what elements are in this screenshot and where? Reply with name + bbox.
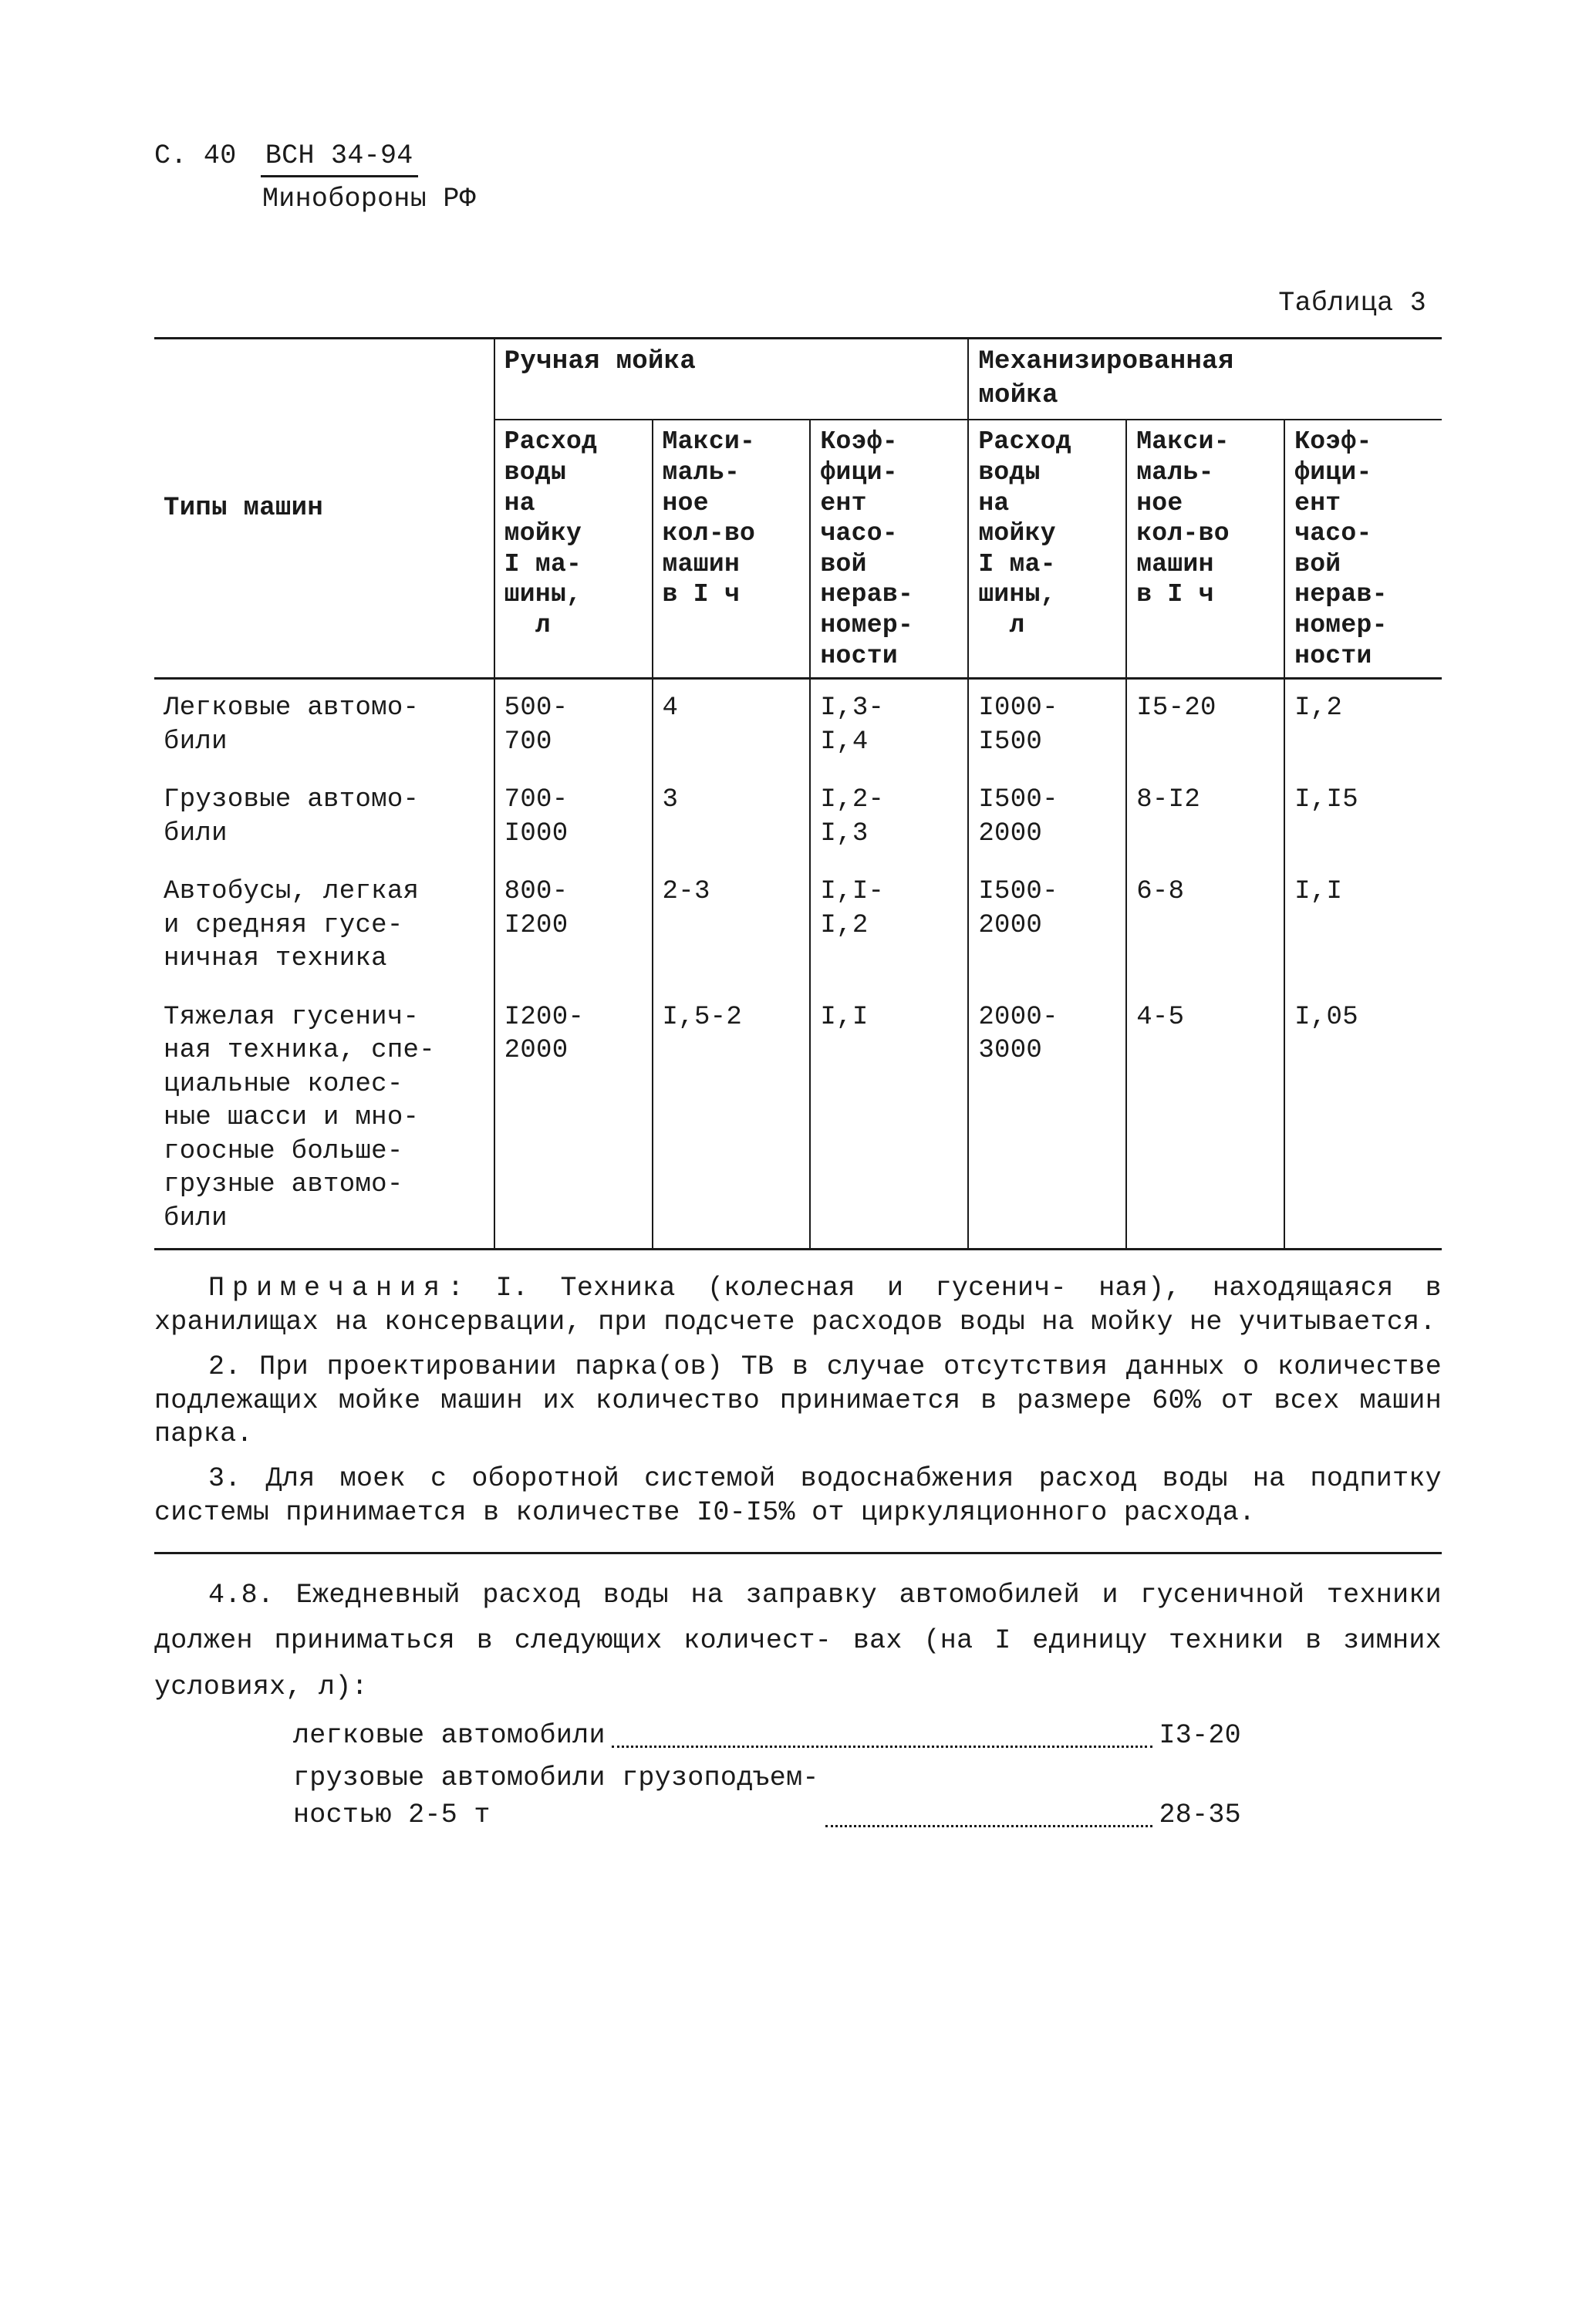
list-item-label: грузовые автомобили грузоподъем- ностью … (293, 1760, 819, 1833)
ministry-label: Минобороны РФ (262, 182, 1442, 217)
list-item-label: легковые автомобили (293, 1718, 606, 1754)
list-item-value: I3-20 (1159, 1718, 1442, 1754)
cell-m_coef: I,2- I,3 (810, 771, 968, 863)
cell-m_max: 3 (653, 771, 811, 863)
sub-water-manual: Расход воды на мойку I ма- шины, л (494, 420, 653, 678)
list-item-value: 28-35 (1159, 1797, 1442, 1833)
group-manual-header: Ручная мойка (494, 339, 969, 420)
document-number: ВСН 34-94 (261, 139, 418, 177)
leader-dots (825, 1825, 1153, 1827)
cell-type: Грузовые автомо- били (154, 771, 494, 863)
sub-max-mech: Макси- маль- ное кол-во машин в I ч (1126, 420, 1284, 678)
cell-a_coef: I,I5 (1284, 771, 1442, 863)
table-row: Легковые автомо- били500- 7004I,3- I,4I0… (154, 679, 1442, 772)
cell-type: Автобусы, легкая и средняя гусе- ничная … (154, 863, 494, 989)
group-mech-header: Механизированная мойка (968, 339, 1442, 420)
cell-a_coef: I,2 (1284, 679, 1442, 772)
page-header: С. 40 ВСН 34-94 Минобороны РФ (154, 139, 1442, 217)
col-types-header: Типы машин (154, 339, 494, 679)
cell-m_water: 500- 700 (494, 679, 653, 772)
cell-a_coef: I,05 (1284, 989, 1442, 1250)
table-notes: Примечания: I. Техника (колесная и гусен… (154, 1272, 1442, 1530)
table-body: Легковые автомо- били500- 7004I,3- I,4I0… (154, 679, 1442, 1250)
cell-a_coef: I,I (1284, 863, 1442, 989)
page-number: С. 40 (154, 140, 237, 171)
list-item: легковые автомобили I3-20 (293, 1718, 1442, 1754)
cell-type: Тяжелая гусенич- ная техника, спе- циаль… (154, 989, 494, 1250)
cell-m_water: 800- I200 (494, 863, 653, 989)
cell-m_max: 2-3 (653, 863, 811, 989)
note-2: 2. При проектировании парка(ов) ТВ в слу… (154, 1351, 1442, 1452)
cell-type: Легковые автомо- били (154, 679, 494, 772)
cell-a_water: I500- 2000 (968, 771, 1126, 863)
cell-m_coef: I,I (810, 989, 968, 1250)
cell-m_coef: I,3- I,4 (810, 679, 968, 772)
leader-dots (612, 1746, 1153, 1748)
cell-m_water: 700- I000 (494, 771, 653, 863)
cell-a_water: I500- 2000 (968, 863, 1126, 989)
water-consumption-table: Типы машин Ручная мойка Механизированная… (154, 337, 1442, 1250)
cell-a_max: I5-20 (1126, 679, 1284, 772)
cell-m_max: 4 (653, 679, 811, 772)
sub-max-manual: Макси- маль- ное кол-во машин в I ч (653, 420, 811, 678)
cell-a_max: 6-8 (1126, 863, 1284, 989)
section-4-8-para: 4.8. Ежедневный расход воды на заправку … (154, 1573, 1442, 1711)
note-1: Примечания: I. Техника (колесная и гусен… (154, 1272, 1442, 1340)
table-header-row: Типы машин Ручная мойка Механизированная… (154, 339, 1442, 420)
table-row: Тяжелая гусенич- ная техника, спе- циаль… (154, 989, 1442, 1250)
cell-a_max: 4-5 (1126, 989, 1284, 1250)
cell-a_water: I000- I500 (968, 679, 1126, 772)
cell-m_water: I200- 2000 (494, 989, 653, 1250)
table-caption: Таблица 3 (154, 286, 1426, 321)
table-row: Грузовые автомо- били700- I0003I,2- I,3I… (154, 771, 1442, 863)
notes-lead: Примечания (208, 1273, 447, 1304)
section-4-8-list: легковые автомобили I3-20 грузовые автомо… (293, 1718, 1442, 1833)
sub-coef-manual: Коэф- фици- ент часо- вой нерав- номер- … (810, 420, 968, 678)
sub-coef-mech: Коэф- фици- ент часо- вой нерав- номер- … (1284, 420, 1442, 678)
cell-m_max: I,5-2 (653, 989, 811, 1250)
note-3: 3. Для моек с оборотной системой водосна… (154, 1462, 1442, 1530)
cell-a_water: 2000- 3000 (968, 989, 1126, 1250)
cell-m_coef: I,I- I,2 (810, 863, 968, 989)
sub-water-mech: Расход воды на мойку I ма- шины, л (968, 420, 1126, 678)
section-divider (154, 1552, 1442, 1554)
section-4-8: 4.8. Ежедневный расход воды на заправку … (154, 1573, 1442, 1833)
document-page: С. 40 ВСН 34-94 Минобороны РФ Таблица 3 … (0, 0, 1596, 2314)
list-item: грузовые автомобили грузоподъем- ностью … (293, 1760, 1442, 1833)
cell-a_max: 8-I2 (1126, 771, 1284, 863)
table-row: Автобусы, легкая и средняя гусе- ничная … (154, 863, 1442, 989)
